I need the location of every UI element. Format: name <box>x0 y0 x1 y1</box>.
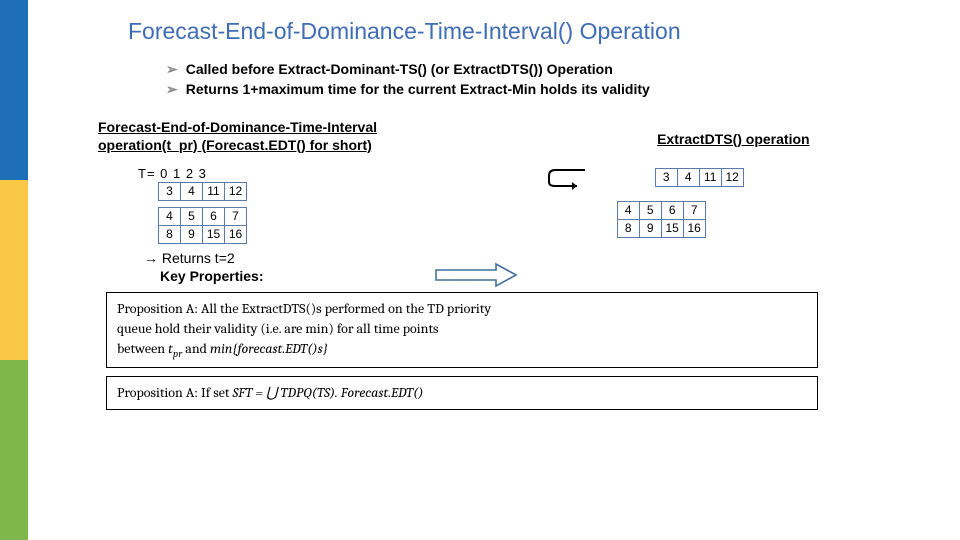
left-heading: Forecast-End-of-Dominance-Time-Interval … <box>98 118 511 154</box>
proposition-box-b: Proposition A: If set SFT = ⋃ TDPQ(TS). … <box>106 376 818 410</box>
bullet-list: ➢ Called before Extract-Dominant-TS() (o… <box>166 59 920 100</box>
right-heading: ExtractDTS() operation <box>547 130 920 148</box>
slide-title: Forecast-End-of-Dominance-Time-Interval(… <box>128 18 920 45</box>
loopback-arrow-icon <box>545 166 589 190</box>
left-grid-bottom: 4567 891516 <box>158 207 247 244</box>
slide-content: Forecast-End-of-Dominance-Time-Interval(… <box>28 0 960 540</box>
bullet-item: ➢ Returns 1+maximum time for the current… <box>166 79 920 99</box>
color-sidebar <box>0 0 28 540</box>
left-column: Forecast-End-of-Dominance-Time-Interval … <box>98 118 511 284</box>
bullet-item: ➢ Called before Extract-Dominant-TS() (o… <box>166 59 920 79</box>
right-grid-top: 341112 <box>655 168 744 187</box>
chevron-icon: ➢ <box>166 79 178 99</box>
left-grid-top: 341112 <box>158 182 247 201</box>
timeline-label: T= 0 1 2 3 <box>138 166 511 181</box>
right-column: ExtractDTS() operation 341112 4567 89151… <box>547 118 920 284</box>
chevron-icon: ➢ <box>166 59 178 79</box>
right-arrow-icon <box>434 262 518 288</box>
proposition-box-a: Proposition A: All the ExtractDTS()s per… <box>106 292 818 368</box>
right-grid-bottom: 4567 891516 <box>617 201 706 238</box>
bullet-text: Called before Extract-Dominant-TS() (or … <box>186 59 613 79</box>
bullet-text: Returns 1+maximum time for the current E… <box>186 79 650 99</box>
